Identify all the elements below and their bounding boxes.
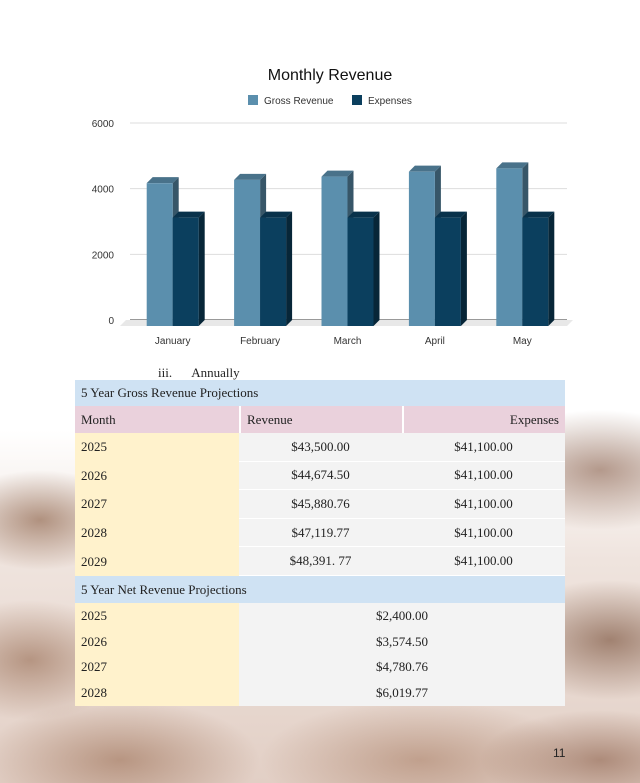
section-text: Annually: [191, 365, 240, 380]
x-tick-label: April: [425, 336, 445, 347]
gross-table-row: 2026 $44,674.50 $41,100.00: [75, 461, 565, 491]
net-table-row: 2026 $3,574.50: [75, 628, 565, 655]
header-revenue: Revenue: [239, 406, 402, 433]
bar-expenses: [260, 211, 293, 326]
x-tick-label: March: [334, 336, 362, 347]
year-cell: 2027: [75, 654, 239, 681]
expenses-cell: $41,100.00: [402, 433, 565, 462]
year-cell: 2026: [75, 461, 239, 491]
revenue-cell: $45,880.76: [239, 490, 402, 519]
net-table-row: 2025 $2,400.00: [75, 603, 565, 629]
net-revenue-cell: $6,019.77: [239, 680, 565, 706]
year-cell: 2027: [75, 490, 239, 519]
header-expenses: Expenses: [402, 406, 565, 433]
gross-table-row: 2028 $47,119.77 $41,100.00: [75, 518, 565, 548]
x-tick-label: January: [155, 336, 191, 347]
header-month: Month: [75, 406, 239, 433]
y-tick-label: 0: [108, 316, 114, 327]
revenue-cell: $43,500.00: [239, 433, 402, 462]
gross-table-title-row: 5 Year Gross Revenue Projections: [75, 380, 565, 406]
net-table-row: 2028 $6,019.77: [75, 680, 565, 706]
net-revenue-cell: $4,780.76: [239, 654, 565, 681]
expenses-cell: $41,100.00: [402, 518, 565, 548]
year-cell: 2028: [75, 680, 239, 706]
year-cell: 2026: [75, 628, 239, 655]
year-cell: 2025: [75, 433, 239, 462]
expenses-cell: $41,100.00: [402, 461, 565, 491]
net-revenue-cell: $3,574.50: [239, 628, 565, 655]
year-cell: 2028: [75, 518, 239, 548]
x-tick-label: February: [240, 336, 280, 347]
revenue-cell: $48,391. 77: [239, 547, 402, 576]
chart-title: Monthly Revenue: [268, 67, 393, 84]
bar-expenses: [347, 211, 380, 326]
year-cell: 2029: [75, 547, 239, 576]
y-tick-label: 2000: [92, 250, 115, 261]
bar-expenses: [522, 211, 555, 326]
expenses-cell: $41,100.00: [402, 547, 565, 576]
legend-swatch-gross: [248, 95, 258, 105]
bar-expenses: [434, 211, 467, 326]
bar-expenses: [172, 211, 205, 326]
revenue-cell: $44,674.50: [239, 461, 402, 491]
net-table-title-row: 5 Year Net Revenue Projections: [75, 576, 565, 603]
legend-label-expenses: Expenses: [368, 96, 412, 107]
legend-swatch-expenses: [352, 95, 362, 105]
net-table-row: 2027 $4,780.76: [75, 654, 565, 681]
year-cell: 2025: [75, 603, 239, 629]
legend-label-gross: Gross Revenue: [264, 96, 334, 107]
section-label: iii. Annually: [158, 365, 240, 381]
x-tick-label: May: [513, 336, 532, 347]
net-revenue-cell: $2,400.00: [239, 603, 565, 629]
page-number: 11: [553, 746, 566, 760]
bar-gross: [408, 165, 441, 326]
net-table-title: 5 Year Net Revenue Projections: [81, 581, 247, 597]
expenses-cell: $41,100.00: [402, 490, 565, 519]
section-numeral: iii.: [158, 365, 173, 380]
monthly-revenue-chart: Monthly Revenue Gross Revenue Expenses 0…: [92, 67, 573, 347]
revenue-cell: $47,119.77: [239, 518, 402, 548]
gross-table-row: 2029 $48,391. 77 $41,100.00: [75, 547, 565, 576]
gross-table-row: 2027 $45,880.76 $41,100.00: [75, 490, 565, 519]
gross-table-row: 2025 $43,500.00 $41,100.00: [75, 433, 565, 462]
gross-table-title: 5 Year Gross Revenue Projections: [81, 385, 259, 400]
y-tick-label: 4000: [92, 185, 115, 196]
gross-table-header-row: Month Revenue Expenses: [75, 406, 565, 433]
y-tick-label: 6000: [92, 119, 115, 130]
